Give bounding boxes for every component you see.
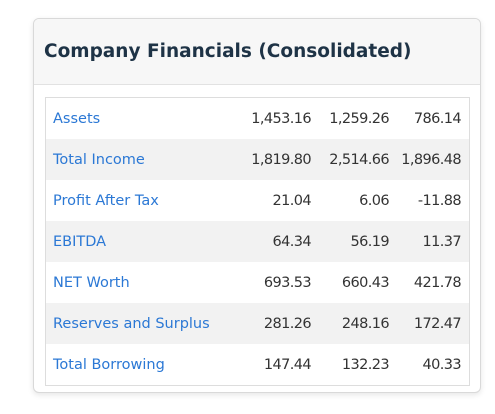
value-cell: 172.47: [413, 315, 462, 332]
value-cell: 147.44: [263, 356, 312, 373]
financials-table-container: Assets 1,453.16 1,259.26 786.14 Total In…: [45, 97, 470, 386]
row-label-link[interactable]: Reserves and Surplus: [53, 315, 210, 332]
row-label-link[interactable]: Total Borrowing: [53, 356, 165, 373]
value-cell: 693.53: [263, 274, 312, 291]
card-header: Company Financials (Consolidated): [34, 19, 480, 85]
value-cell: 1,896.48: [401, 151, 461, 168]
value-cell: 132.23: [341, 356, 390, 373]
value-cell: 1,259.26: [329, 110, 389, 127]
value-cell: 660.43: [341, 274, 390, 291]
value-cell: 6.06: [359, 192, 389, 209]
row-label-link[interactable]: Profit After Tax: [53, 192, 159, 209]
financials-card: Company Financials (Consolidated) Assets…: [33, 18, 481, 393]
value-cell: 1,453.16: [251, 110, 311, 127]
financials-table: Assets 1,453.16 1,259.26 786.14 Total In…: [46, 98, 469, 385]
value-cell: 248.16: [341, 315, 390, 332]
value-cell: 56.19: [350, 233, 389, 250]
table-row: Reserves and Surplus 281.26 248.16 172.4…: [46, 303, 469, 344]
table-row: EBITDA 64.34 56.19 11.37: [46, 221, 469, 262]
value-cell: 786.14: [413, 110, 462, 127]
value-cell: 64.34: [272, 233, 311, 250]
value-cell: 2,514.66: [329, 151, 389, 168]
table-row: Assets 1,453.16 1,259.26 786.14: [46, 98, 469, 139]
table-row: NET Worth 693.53 660.43 421.78: [46, 262, 469, 303]
table-row: Total Income 1,819.80 2,514.66 1,896.48: [46, 139, 469, 180]
value-cell: 421.78: [413, 274, 462, 291]
value-cell: -11.88: [417, 192, 462, 209]
row-label-link[interactable]: EBITDA: [53, 233, 107, 250]
row-label-link[interactable]: Assets: [53, 110, 101, 127]
value-cell: 1,819.80: [251, 151, 311, 168]
table-row: Profit After Tax 21.04 6.06 -11.88: [46, 180, 469, 221]
value-cell: 281.26: [263, 315, 312, 332]
row-label-link[interactable]: NET Worth: [53, 274, 130, 291]
value-cell: 21.04: [272, 192, 311, 209]
value-cell: 40.33: [422, 356, 461, 373]
value-cell: 11.37: [422, 233, 461, 250]
card-title: Company Financials (Consolidated): [44, 41, 412, 62]
row-label-link[interactable]: Total Income: [53, 151, 145, 168]
table-row: Total Borrowing 147.44 132.23 40.33: [46, 344, 469, 385]
